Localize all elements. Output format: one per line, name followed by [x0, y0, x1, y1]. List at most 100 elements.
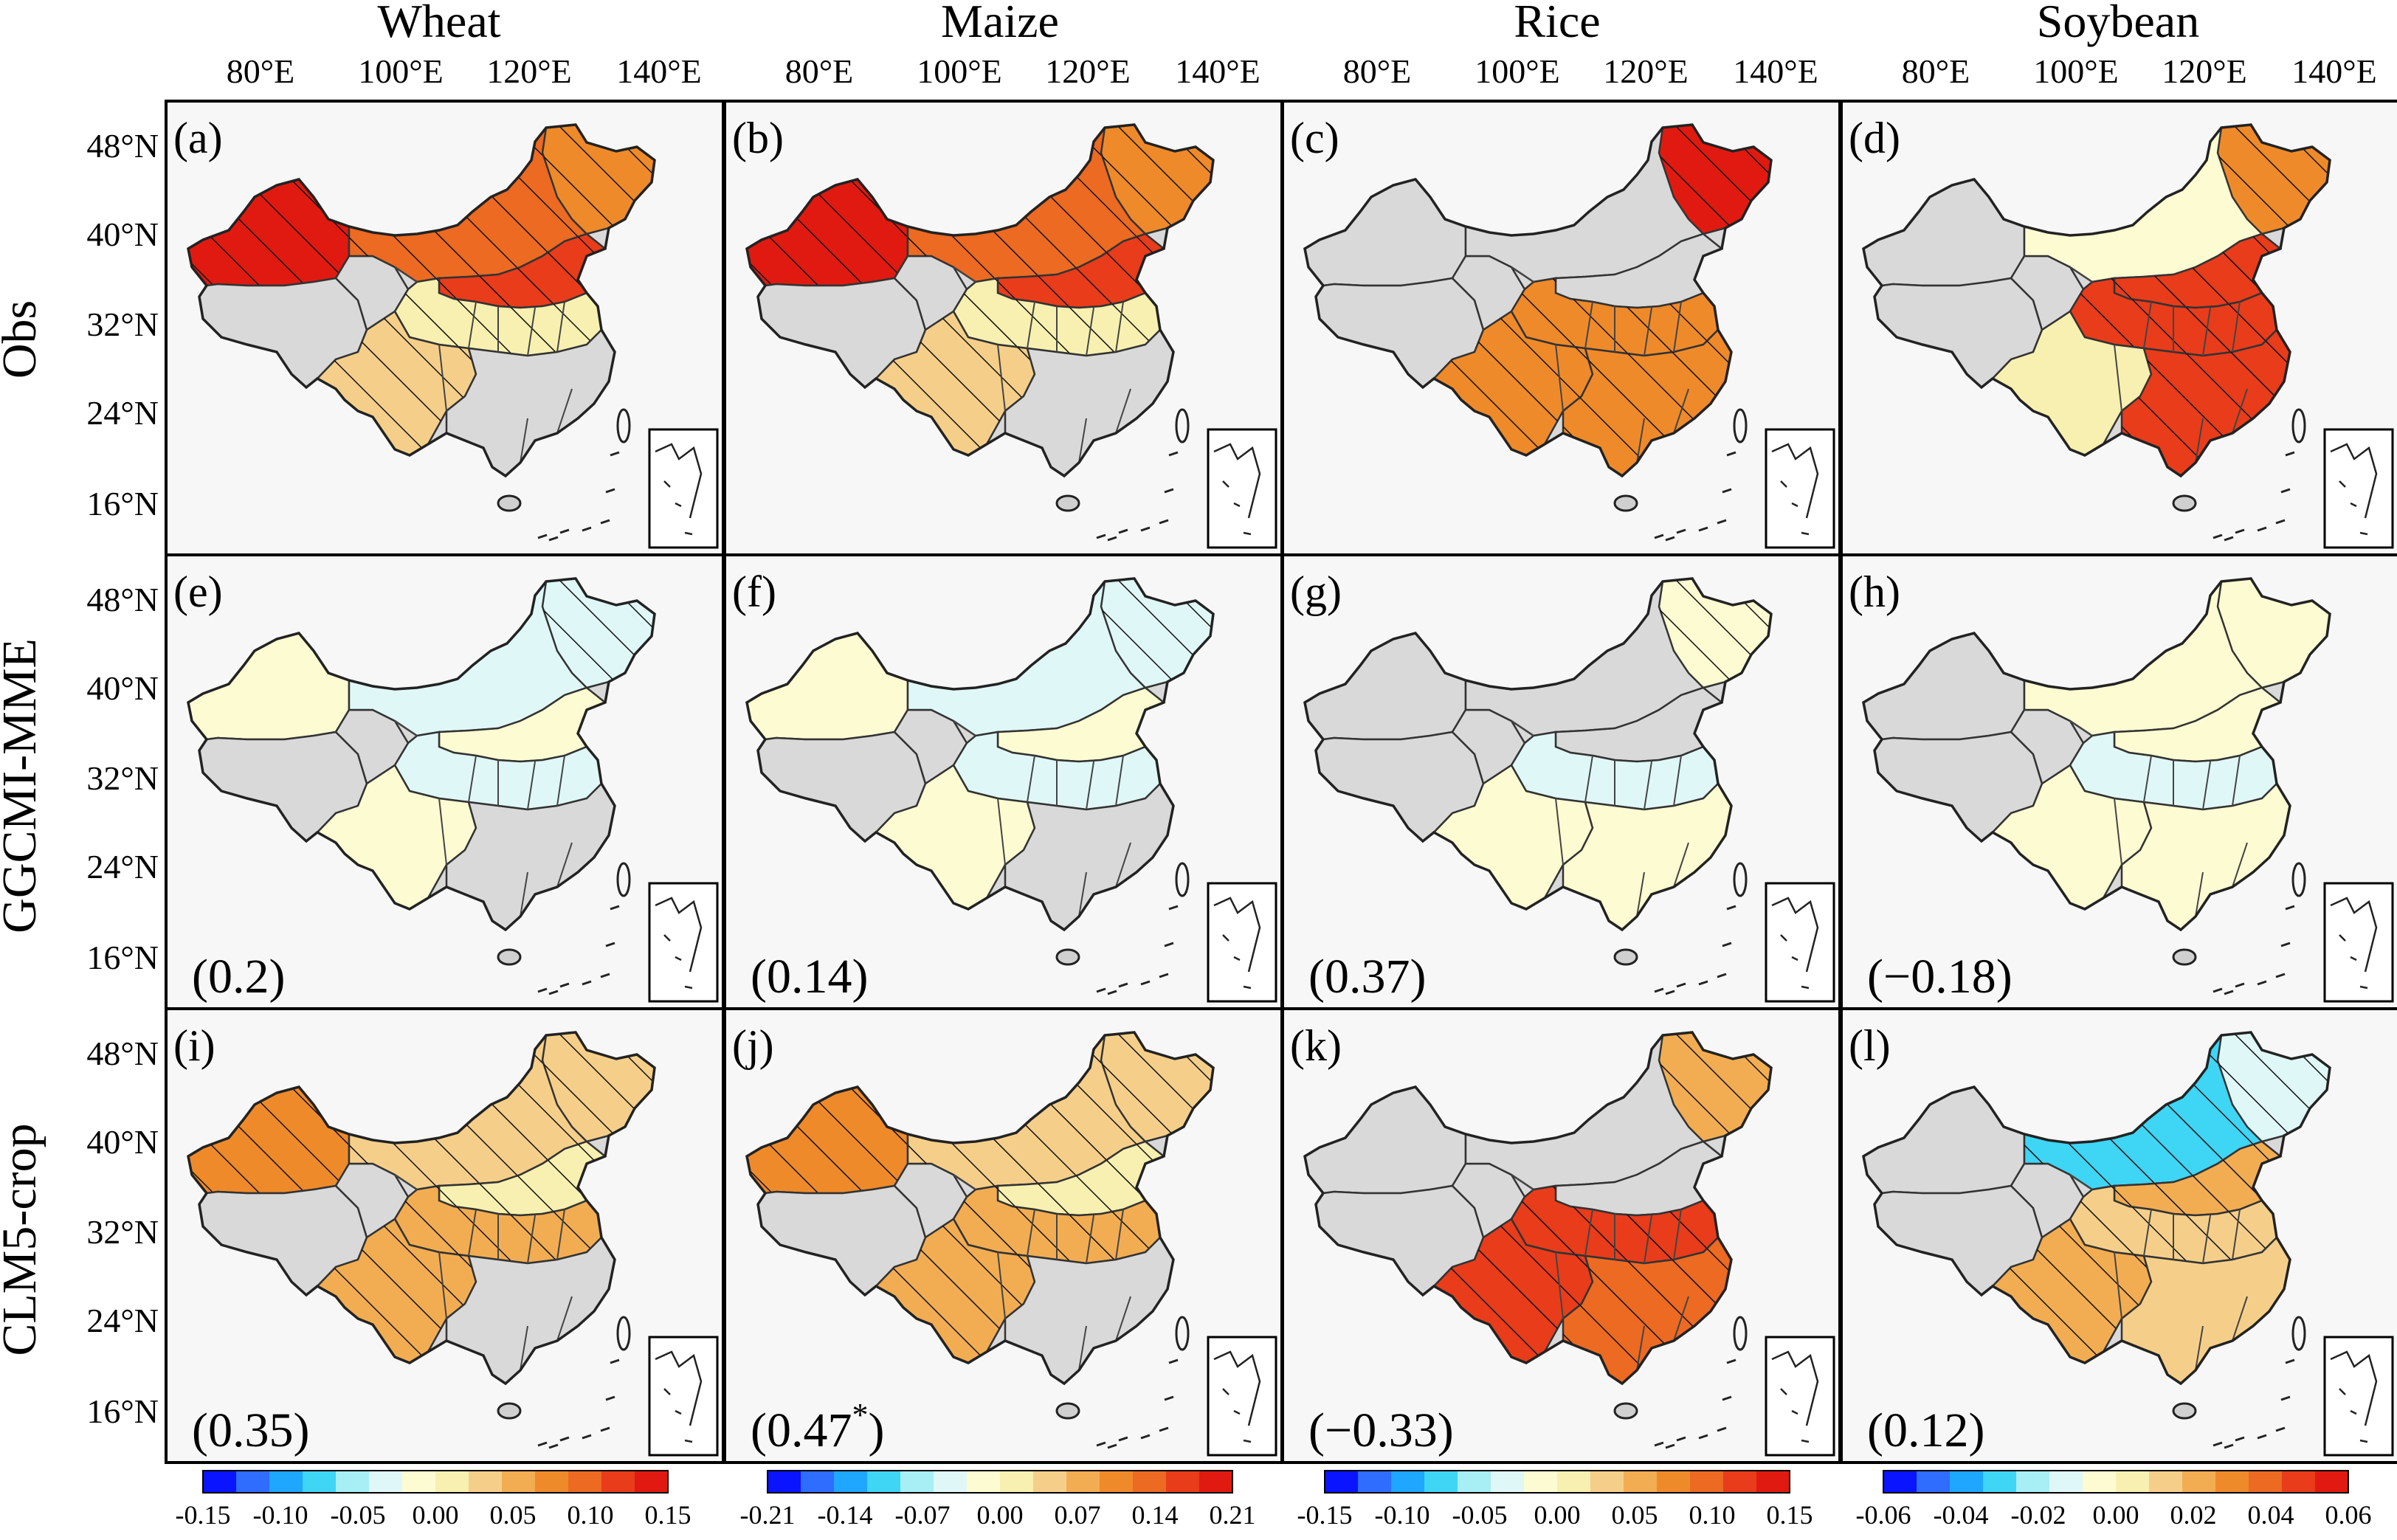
colorbar-tick-label: -0.15: [1297, 1500, 1353, 1530]
island-mark: [2280, 942, 2291, 947]
inset-coastline: [1771, 443, 1819, 536]
colorbar-tick-label: -0.10: [1375, 1500, 1430, 1530]
colorbar-swatch: [1491, 1471, 1525, 1493]
province-border: [2195, 418, 2204, 463]
lon-tick-label: 140°E: [616, 52, 702, 90]
inset-coastline: [2330, 897, 2378, 990]
lat-tick-label: 40°N: [86, 1123, 159, 1161]
lat-tick-label: 40°N: [86, 215, 159, 253]
province-border: [1115, 1209, 1124, 1260]
province-border: [953, 720, 976, 736]
lat-tick-label: 32°N: [86, 759, 159, 797]
inset-south-china-sea: [2323, 882, 2394, 1003]
colorbar: -0.15 -0.10 -0.05 0.00 0.05 0.10 0.15: [176, 1470, 691, 1530]
colorbar-swatch: [834, 1471, 868, 1493]
hainan-island: [2172, 948, 2197, 966]
lat-tick-label: 24°N: [86, 394, 159, 432]
inset-coastline: [1213, 443, 1261, 536]
hainan-island: [497, 1402, 522, 1420]
island-mark: [600, 1426, 610, 1432]
colorbar-tick-label: 0.00: [413, 1500, 459, 1530]
inset-coastline: [655, 897, 703, 990]
lon-tick-label: 120°E: [1045, 52, 1131, 90]
island-mark: [2257, 980, 2267, 986]
province-border: [2202, 761, 2211, 810]
panel-label: (f): [732, 567, 776, 616]
province-border: [556, 388, 573, 434]
inset-south-china-sea: [1765, 428, 1835, 549]
colorbar-swatch: [2049, 1471, 2083, 1493]
province-border: [520, 871, 528, 917]
hainan-island: [1055, 1402, 1080, 1420]
island-mark: [1118, 982, 1128, 988]
row-title-ggcmi: GGCMI-MME: [0, 638, 46, 933]
colorbar-tick-label: -0.07: [895, 1500, 951, 1530]
province-border: [1086, 307, 1094, 356]
lon-tick-label: 140°E: [2291, 52, 2377, 90]
island-mark: [537, 987, 548, 993]
colorbar-tick-label: 0.02: [2170, 1500, 2217, 1530]
province-border: [953, 266, 976, 283]
significance-hatch: [317, 1219, 476, 1363]
lon-tick-label: 100°E: [917, 52, 1002, 90]
province-border: [520, 418, 528, 463]
colorbar-swatch: [934, 1471, 968, 1493]
inset-south-china-sea: [1207, 428, 1277, 549]
colorbar: -0.06 -0.04 -0.02 0.00 0.02 0.04 0.06: [1856, 1470, 2372, 1530]
colorbar-swatch: [369, 1471, 403, 1493]
china-map: [187, 123, 656, 542]
colorbar-swatch: [1883, 1471, 1917, 1493]
colorbar-swatch: [336, 1471, 370, 1493]
lon-tick-label: 140°E: [1733, 52, 1818, 90]
lon-tick-label: 80°E: [1902, 52, 1970, 90]
colorbar-frame: [767, 1470, 1233, 1494]
lat-tick-label: 48°N: [86, 127, 159, 165]
colorbar-frame: [202, 1470, 669, 1494]
map-panel: (j) (0.47*): [723, 1007, 1283, 1464]
province-border: [953, 1174, 976, 1190]
china-outline: [1862, 123, 2331, 478]
island-mark: [1722, 488, 1732, 494]
colorbar-frame: [1883, 1470, 2349, 1494]
colorbar-swatch: [1166, 1471, 1200, 1493]
province-border: [2143, 1209, 2152, 1257]
significance-hatch: [1563, 1237, 1731, 1384]
correlation-label: (0.14): [751, 950, 868, 1004]
province-border: [2069, 1174, 2093, 1190]
province-border: [1673, 301, 1682, 353]
island-mark: [1164, 942, 1174, 947]
lat-tick-label: 32°N: [86, 305, 159, 343]
island-mark: [548, 536, 559, 542]
significance-hatch: [876, 311, 1035, 455]
china-map: [745, 1031, 1215, 1449]
island-mark: [1717, 519, 1727, 525]
lon-tick-label: 100°E: [358, 52, 444, 90]
lon-tick-label: 80°E: [785, 52, 854, 90]
inset-south-china-sea: [1207, 882, 1277, 1003]
lon-tick-label: 120°E: [486, 52, 572, 90]
island-mark: [2285, 451, 2295, 457]
island-mark: [1676, 1436, 1686, 1442]
island-mark: [1107, 990, 1117, 995]
panel-label: (e): [173, 567, 223, 616]
china-map: [1303, 577, 1773, 995]
island-mark: [559, 1436, 570, 1442]
province-border: [1673, 1296, 1689, 1342]
island-mark: [2285, 905, 2295, 911]
significance-hatch: [188, 179, 349, 286]
province-border: [438, 1251, 447, 1319]
inset-coastline: [655, 443, 703, 536]
province-border: [1115, 388, 1131, 434]
island-mark: [582, 1434, 592, 1440]
province-border: [2232, 388, 2248, 434]
island-mark: [1096, 534, 1106, 539]
province-border: [1673, 755, 1682, 807]
province-border: [1027, 755, 1035, 803]
colorbar-swatch: [1950, 1471, 1984, 1493]
hainan-island: [1613, 948, 1638, 966]
island-mark: [1726, 1358, 1736, 1364]
province-border: [556, 842, 573, 888]
colorbar-swatch: [269, 1471, 303, 1493]
china-map: [1862, 123, 2331, 542]
